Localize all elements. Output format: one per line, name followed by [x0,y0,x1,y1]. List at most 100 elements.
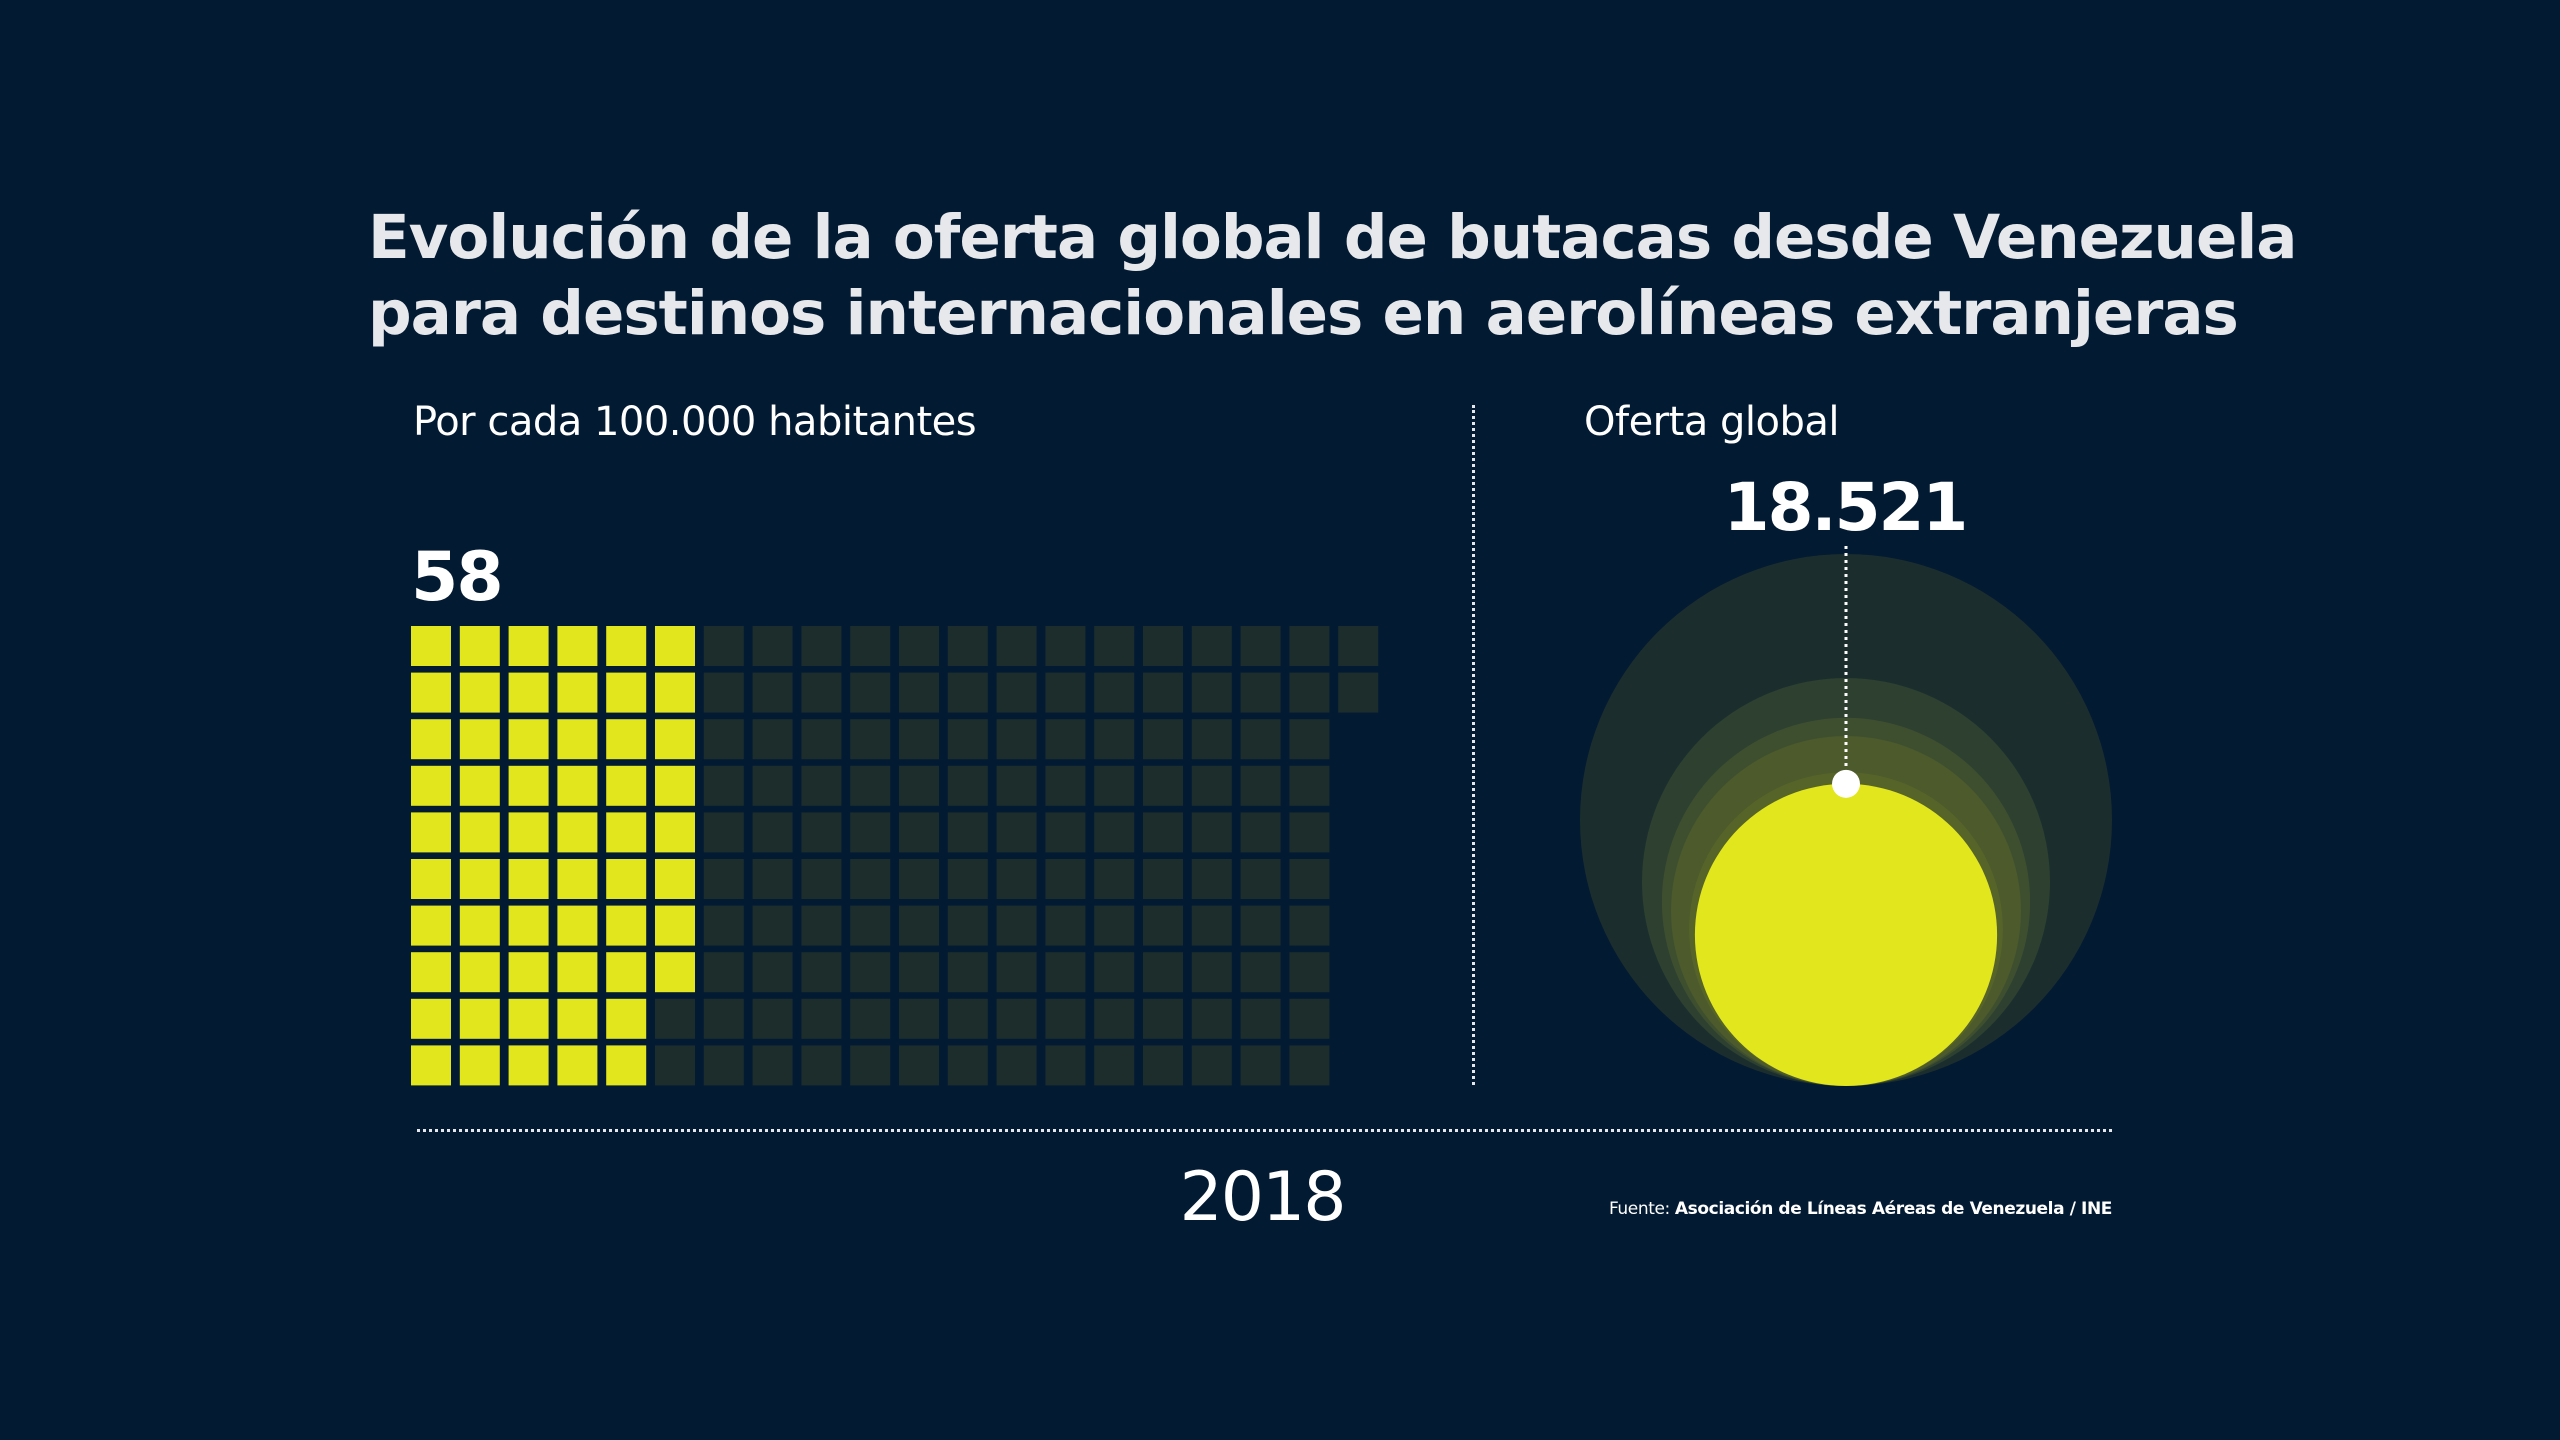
waffle-cell-empty [1045,765,1086,806]
waffle-cell-empty [703,719,744,760]
waffle-cell-empty [1143,859,1183,899]
waffle-cell-empty [1045,905,1086,946]
waffle-cell-empty [850,765,891,806]
waffle-cell-filled [557,719,598,760]
chart-title-line-2: para destinos internacionales en aerolín… [368,278,2239,349]
waffle-cell-empty [996,1045,1037,1086]
waffle-cell-empty [1240,905,1281,946]
waffle-cell-empty [850,952,891,993]
waffle-cell-empty [1191,998,1232,1039]
waffle-cell-empty [1289,952,1330,993]
waffle-cell-empty [1289,998,1330,1039]
waffle-cell-empty [703,859,744,899]
source-prefix: Fuente: [1608,1199,1675,1219]
waffle-cell-empty [1191,812,1232,853]
waffle-cell-empty [752,905,793,946]
per-capita-value: 58 [411,538,504,617]
waffle-cell-filled [606,719,647,760]
waffle-cell-empty [752,672,793,713]
waffle-cell-empty [899,1045,939,1086]
waffle-cell-empty [703,998,744,1039]
waffle-cell-empty [850,812,891,853]
waffle-cell-empty [801,812,842,853]
waffle-cell-empty [947,905,988,946]
waffle-cell-empty [1143,905,1183,946]
waffle-cell-empty [1045,626,1086,666]
waffle-cell-filled [655,905,695,946]
waffle-cell-empty [1289,1045,1330,1086]
waffle-cell-filled [459,626,500,666]
waffle-cell-empty [655,1045,695,1086]
waffle-cell-filled [459,672,500,713]
waffle-cell-empty [996,952,1037,993]
year-label: 2018 [1179,1158,1346,1237]
waffle-cell-empty [1045,998,1086,1039]
waffle-cell-filled [411,719,451,760]
waffle-cell-filled [411,952,451,993]
waffle-cell-empty [1191,859,1232,899]
waffle-cell-empty [1094,952,1135,993]
waffle-cell-empty [1094,719,1135,760]
waffle-cell-filled [557,765,598,806]
waffle-cell-filled [606,765,647,806]
waffle-cell-empty [899,672,939,713]
waffle-cell-filled [459,998,500,1039]
waffle-cell-empty [947,859,988,899]
waffle-cell-empty [703,812,744,853]
per-capita-label: Por cada 100.000 habitantes [413,399,977,445]
waffle-cell-empty [1289,626,1330,666]
waffle-cell-empty [850,1045,891,1086]
source-note: Fuente: Asociación de Líneas Aéreas de V… [1609,1198,2112,1220]
waffle-cell-empty [1240,952,1281,993]
waffle-cell-empty [1143,998,1183,1039]
waffle-cell-empty [947,719,988,760]
waffle-cell-filled [411,812,451,853]
waffle-cell-empty [996,765,1037,806]
waffle-cell-filled [557,1045,598,1086]
waffle-cell-empty [850,719,891,760]
waffle-cell-empty [947,672,988,713]
waffle-cell-filled [508,952,549,993]
waffle-cell-filled [508,859,549,899]
waffle-cell-empty [850,905,891,946]
waffle-cell-empty [996,998,1037,1039]
waffle-cell-empty [850,859,891,899]
waffle-cell-empty [1094,626,1135,666]
waffle-cell-empty [899,719,939,760]
waffle-cell-empty [1191,672,1232,713]
waffle-cell-filled [459,905,500,946]
waffle-cell-empty [801,905,842,946]
waffle-cell-empty [703,905,744,946]
waffle-cell-empty [996,812,1037,853]
waffle-cell-empty [801,672,842,713]
waffle-cell-empty [899,765,939,806]
waffle-cell-filled [459,765,500,806]
waffle-cell-empty [752,765,793,806]
waffle-cell-empty [1289,765,1330,806]
waffle-cell-filled [557,672,598,713]
waffle-cell-empty [752,812,793,853]
waffle-cell-filled [508,905,549,946]
waffle-cell-filled [459,1045,500,1086]
waffle-cell-empty [850,672,891,713]
waffle-cell-empty [996,859,1037,899]
waffle-cell-filled [655,765,695,806]
waffle-cell-empty [801,719,842,760]
waffle-cell-filled [557,905,598,946]
waffle-cell-empty [850,998,891,1039]
waffle-cell-empty [947,998,988,1039]
waffle-cell-empty [1191,765,1232,806]
waffle-cell-filled [606,952,647,993]
waffle-cell-empty [801,626,842,666]
waffle-cell-empty [996,719,1037,760]
waffle-cell-empty [1240,859,1281,899]
global-offer-value: 18.521 [1723,469,1969,546]
waffle-cell-filled [508,1045,549,1086]
waffle-cell-empty [703,1045,744,1086]
waffle-cell-filled [459,812,500,853]
waffle-cell-empty [752,998,793,1039]
waffle-cell-filled [655,812,695,853]
global-offer-label: Oferta global [1584,399,1840,445]
waffle-cell-filled [411,1045,451,1086]
